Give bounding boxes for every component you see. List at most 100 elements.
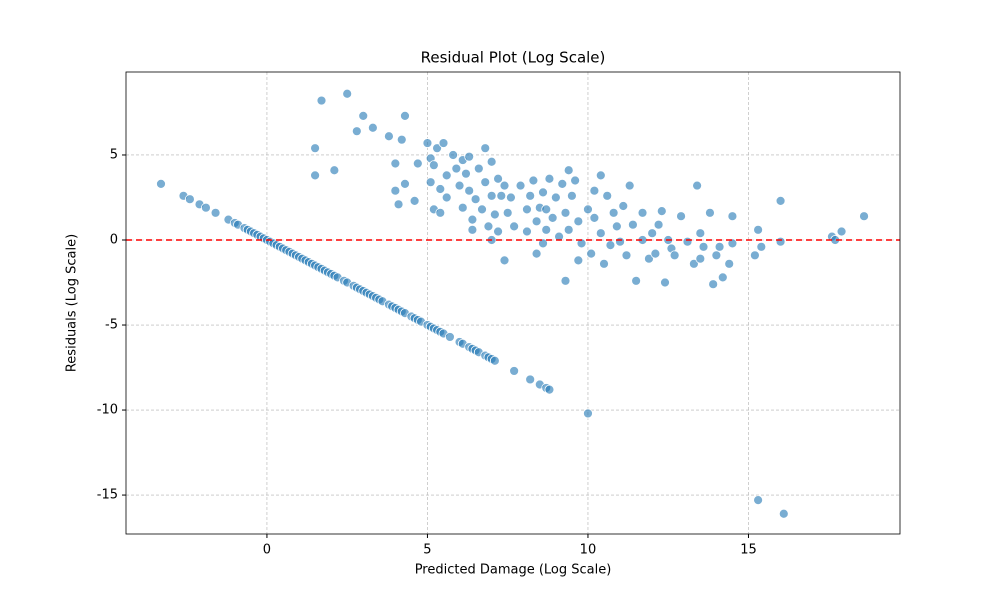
point [554, 231, 564, 242]
point [480, 177, 491, 188]
point [457, 202, 468, 213]
point [608, 207, 619, 218]
point [525, 374, 536, 385]
point [589, 212, 600, 223]
point [628, 219, 638, 230]
point [438, 138, 449, 148]
point [669, 250, 680, 261]
point [573, 255, 584, 266]
point [201, 202, 211, 213]
point [445, 332, 455, 342]
point [544, 173, 555, 184]
point [727, 238, 738, 249]
y-tick-label: -10 [97, 403, 118, 418]
point [367, 122, 378, 133]
point [451, 163, 462, 174]
point [717, 272, 728, 283]
point [467, 214, 478, 225]
point [393, 199, 404, 210]
point [156, 178, 166, 189]
point [448, 150, 459, 160]
point [464, 185, 475, 196]
point [586, 248, 597, 259]
point [621, 250, 632, 261]
point [567, 190, 577, 201]
point [583, 408, 593, 419]
point [708, 279, 719, 290]
point [618, 201, 629, 211]
point [615, 236, 625, 247]
point [653, 219, 664, 230]
point [454, 180, 465, 191]
point [502, 207, 513, 218]
point [396, 134, 407, 145]
point [515, 180, 526, 191]
point [557, 178, 568, 189]
point [705, 207, 715, 218]
chart-title: Residual Plot (Log Scale) [421, 49, 606, 67]
point [644, 253, 654, 264]
x-tick-label: 5 [423, 543, 431, 558]
point [688, 258, 699, 269]
point [631, 275, 642, 286]
point [342, 88, 353, 99]
x-tick-label: 15 [740, 543, 757, 558]
point [506, 192, 516, 203]
point [432, 143, 442, 154]
point [724, 258, 735, 269]
point [390, 185, 401, 196]
point [775, 236, 786, 247]
point [509, 366, 520, 376]
point [473, 163, 484, 174]
point [409, 195, 420, 206]
point [676, 211, 686, 222]
point [184, 194, 195, 205]
point [329, 165, 340, 176]
point [464, 151, 475, 162]
point [493, 226, 503, 237]
point [547, 212, 558, 223]
point [531, 216, 542, 227]
point [611, 221, 622, 232]
x-tick-label: 0 [263, 543, 271, 558]
point [522, 204, 532, 215]
point [412, 158, 423, 169]
point [210, 207, 221, 218]
y-tick-label: -15 [97, 488, 118, 503]
x-tick-label: 10 [580, 543, 597, 558]
point [483, 221, 494, 232]
point [682, 236, 693, 247]
point [400, 110, 410, 121]
point [560, 207, 571, 218]
point [570, 175, 581, 186]
point [467, 224, 478, 235]
y-tick-label: 5 [110, 147, 118, 162]
point [595, 170, 606, 181]
point [595, 228, 606, 239]
point [538, 238, 548, 249]
x-axis-label: Predicted Damage (Log Scale) [415, 563, 612, 578]
point [624, 180, 635, 191]
y-axis-label: Residuals (Log Scale) [65, 234, 80, 372]
point [541, 224, 552, 235]
point [756, 241, 767, 252]
point [538, 187, 548, 198]
point [650, 248, 661, 259]
point [351, 126, 362, 137]
point [859, 211, 869, 222]
point [390, 158, 401, 169]
point [711, 250, 722, 261]
point [605, 240, 616, 251]
point [522, 226, 532, 237]
point [602, 190, 613, 201]
point [550, 192, 561, 203]
point [698, 241, 709, 252]
point [435, 184, 446, 194]
point [441, 192, 452, 203]
point [422, 138, 433, 148]
point [589, 185, 600, 196]
point [528, 175, 539, 186]
point [493, 173, 503, 184]
y-tick-label: -5 [105, 318, 118, 333]
point [316, 95, 327, 106]
